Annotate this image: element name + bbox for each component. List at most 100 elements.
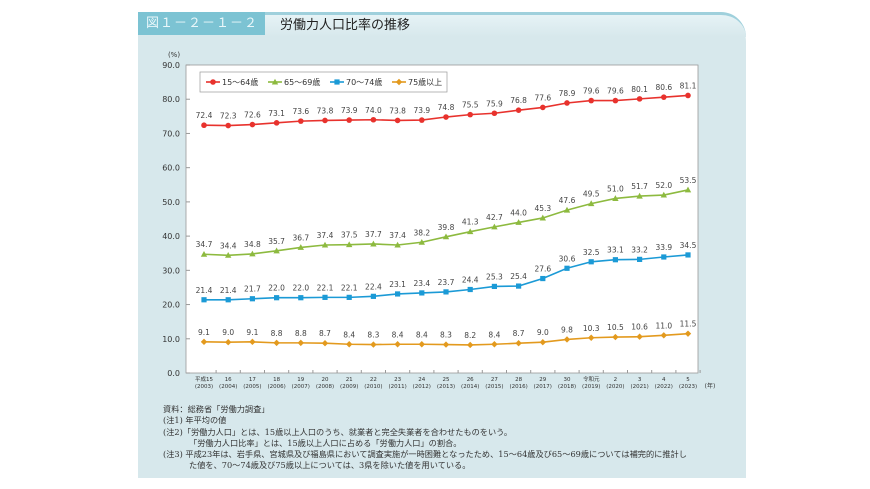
data-label: 23.1 [389, 280, 406, 289]
data-label: 22.0 [292, 284, 309, 293]
data-point [394, 341, 401, 348]
y-axis-label: (%) [168, 51, 180, 59]
data-label: 8.3 [440, 331, 452, 340]
data-label: 73.9 [413, 106, 430, 115]
data-point [515, 340, 522, 347]
data-point [201, 122, 207, 129]
data-point [540, 275, 546, 282]
data-point [273, 339, 280, 347]
data-label: 39.8 [438, 223, 455, 232]
data-point [249, 338, 256, 346]
x-tick-year-label: (2012) [413, 384, 431, 390]
x-tick-year-label: (2018) [558, 384, 576, 390]
x-tick-label: 20 [322, 377, 329, 383]
data-point [418, 238, 425, 245]
data-label: 11.0 [655, 321, 672, 330]
x-tick-year-label: (2022) [655, 384, 673, 390]
data-label: 9.1 [246, 328, 258, 337]
x-tick-label: 3 [638, 377, 642, 383]
data-point [321, 241, 329, 248]
data-label: 53.5 [680, 176, 697, 185]
data-point [491, 223, 498, 230]
x-tick-year-label: (2010) [364, 384, 382, 390]
data-label: 8.4 [488, 330, 500, 339]
data-label: 9.0 [222, 328, 234, 337]
x-tick-label: 16 [225, 377, 232, 383]
legend-marker [271, 78, 279, 85]
data-point [685, 92, 691, 99]
x-tick-label: 2 [614, 377, 618, 383]
series-0 [201, 92, 691, 129]
note-1: (注1) 年平均の値 [163, 415, 227, 426]
data-label: 80.6 [655, 83, 672, 92]
data-label: 21.4 [196, 286, 213, 295]
data-label: 81.1 [680, 81, 697, 90]
data-label: 47.6 [559, 196, 576, 205]
data-point [491, 341, 498, 348]
data-label: 79.6 [583, 87, 600, 96]
data-label: 8.4 [343, 330, 355, 339]
data-point [225, 122, 231, 129]
data-label: 34.5 [680, 241, 697, 250]
data-label: 78.9 [559, 89, 576, 98]
data-label: 22.4 [365, 282, 382, 291]
x-tick-year-label: (2004) [219, 384, 237, 390]
data-point [249, 296, 255, 302]
data-point [467, 228, 474, 235]
data-point [442, 233, 450, 240]
data-point [321, 340, 329, 347]
data-label: 8.7 [513, 329, 525, 338]
x-tick-year-label: (2011) [388, 384, 406, 390]
x-tick-label: 21 [346, 377, 353, 383]
data-point [563, 206, 571, 213]
data-label: 37.7 [365, 230, 382, 239]
x-tick-label: 28 [515, 377, 522, 383]
data-label: 22.1 [317, 283, 334, 292]
data-label: 10.5 [607, 323, 624, 332]
x-tick-year-label: (2023) [679, 384, 697, 390]
legend-marker [334, 79, 340, 85]
x-tick-label: 令和元 [583, 375, 600, 383]
data-label: 32.5 [583, 248, 600, 257]
data-point [443, 289, 449, 295]
data-label: 10.6 [631, 323, 648, 332]
data-label: 79.6 [607, 87, 624, 96]
x-tick-year-label: (2006) [267, 384, 285, 390]
data-point [636, 192, 643, 199]
data-label: 74.0 [365, 106, 382, 115]
data-point [661, 94, 667, 100]
note-2-cont: 「労働力人口比率」とは、15歳以上人口に占める「労働力人口」の割合。 [189, 437, 462, 448]
data-point [225, 297, 231, 303]
x-tick-label: 22 [370, 377, 377, 383]
data-label: 74.8 [438, 103, 455, 112]
data-point [273, 120, 280, 126]
data-label: 52.0 [655, 181, 672, 190]
data-point [273, 247, 280, 254]
data-label: 8.8 [295, 329, 307, 338]
data-label: 23.7 [438, 278, 455, 287]
data-point [370, 293, 376, 299]
data-label: 21.7 [244, 285, 261, 294]
series-2 [201, 252, 691, 303]
x-tick-label: 平成15 [195, 375, 213, 383]
notes: 資料：総務省「労働力調査」 (注1) 年平均の値 (注2)「労働力人口」とは、1… [163, 404, 687, 472]
data-label: 9.8 [561, 325, 573, 334]
data-label: 9.1 [198, 328, 210, 337]
data-point [322, 294, 328, 300]
data-label: 10.3 [583, 324, 600, 333]
data-point [516, 283, 522, 289]
data-point [249, 121, 256, 128]
data-label: 8.8 [271, 329, 283, 338]
data-label: 73.8 [317, 106, 334, 115]
x-tick-year-label: (2005) [243, 384, 261, 390]
data-point [394, 241, 401, 248]
data-point [394, 117, 401, 124]
data-point [636, 333, 643, 340]
data-point [298, 295, 304, 301]
data-label: 24.4 [462, 275, 479, 284]
note-3-cont: た値を、70～74歳及び75歳以上については、3県を除いた値を用いている。 [189, 460, 471, 471]
data-point [636, 96, 643, 102]
data-point [370, 116, 377, 123]
y-tick-label: 10.0 [162, 335, 180, 344]
